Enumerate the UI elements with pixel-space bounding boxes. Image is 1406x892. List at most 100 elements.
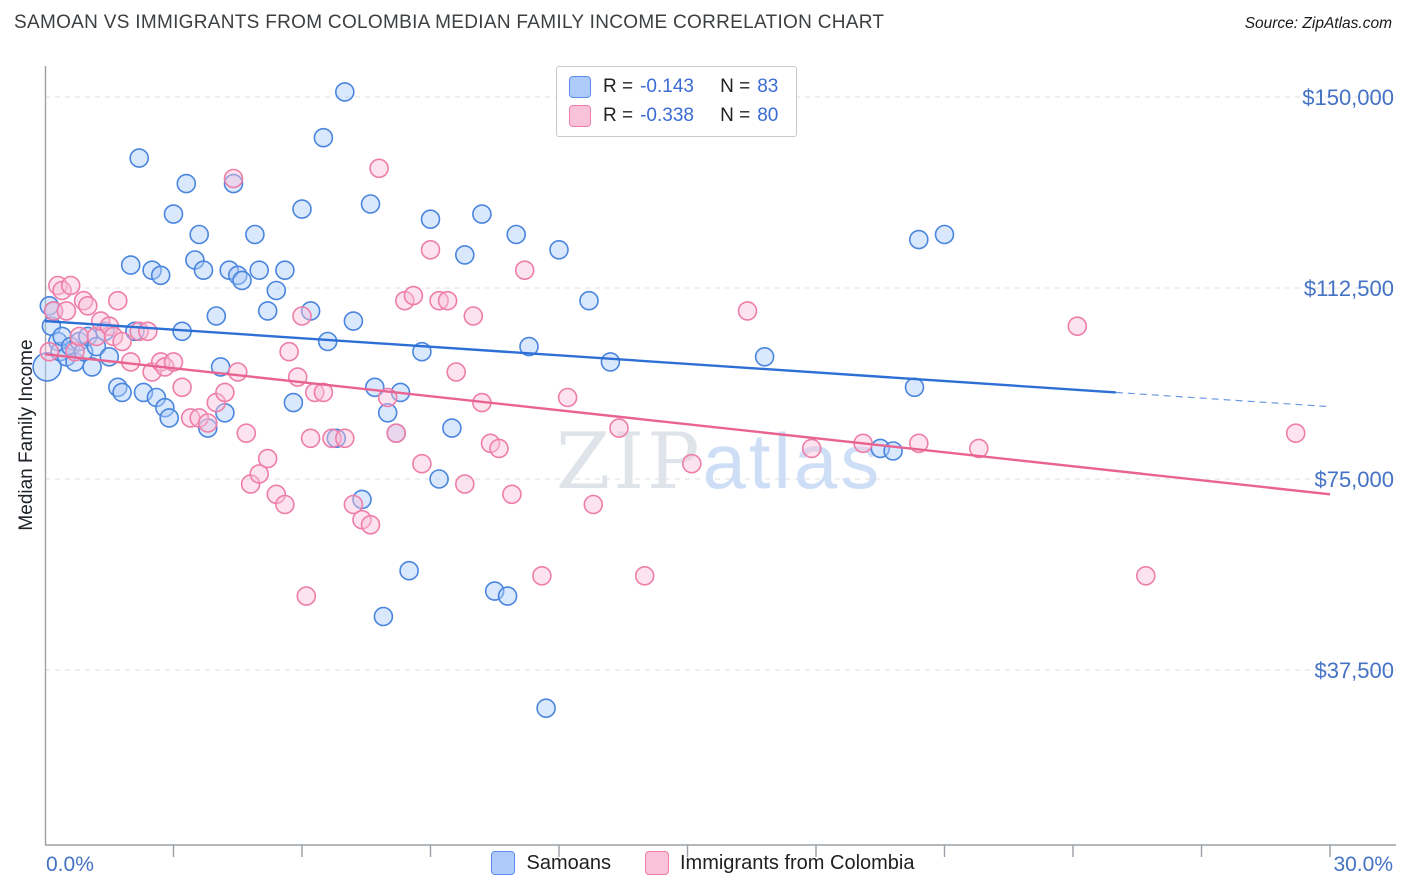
data-point xyxy=(163,352,184,372)
data-point xyxy=(82,357,102,377)
data-point xyxy=(249,464,270,484)
data-point xyxy=(1067,316,1088,337)
data-point xyxy=(536,698,556,719)
legend-item-colombia: Immigrants from Colombia xyxy=(644,851,915,875)
data-point xyxy=(266,280,287,301)
data-point xyxy=(223,173,244,194)
n-value-colombia: 80 xyxy=(757,105,779,126)
data-point xyxy=(223,168,244,189)
data-point xyxy=(56,301,77,321)
data-point xyxy=(163,204,184,224)
data-point xyxy=(159,408,179,428)
data-point xyxy=(489,438,509,459)
data-point xyxy=(245,224,265,245)
data-point xyxy=(257,301,278,321)
source-attribution: Source: ZipAtlas.com xyxy=(1244,15,1392,32)
data-point xyxy=(883,441,903,461)
data-point xyxy=(754,346,775,367)
data-point xyxy=(334,82,355,102)
data-point xyxy=(549,240,569,260)
data-point xyxy=(279,341,299,362)
data-point xyxy=(634,565,655,586)
data-point xyxy=(138,321,158,342)
data-point xyxy=(463,306,484,326)
series-colombia xyxy=(39,158,1306,606)
data-point xyxy=(228,362,248,382)
samoans-legend-label: Samoans xyxy=(526,851,611,874)
data-point xyxy=(86,326,107,347)
page-title: SAMOAN VS IMMIGRANTS FROM COLOMBIA MEDIA… xyxy=(14,12,885,33)
samoans-legend-swatch xyxy=(491,851,516,875)
data-point xyxy=(343,494,364,515)
data-point xyxy=(472,204,492,224)
data-point xyxy=(386,423,407,444)
trend-line xyxy=(44,353,1331,496)
data-point xyxy=(399,560,419,581)
data-point xyxy=(532,565,552,586)
data-point xyxy=(1136,565,1156,586)
correlation-stats-legend: R = -0.143 N = 83 R = -0.338 N = 80 xyxy=(556,66,798,137)
data-point xyxy=(579,290,599,311)
samoans-swatch xyxy=(569,76,591,98)
data-point xyxy=(420,240,441,260)
data-point xyxy=(313,127,334,148)
colombia-legend-label: Immigrants from Colombia xyxy=(679,851,915,874)
trend-line-extension xyxy=(1115,391,1331,408)
data-point xyxy=(412,453,432,474)
data-point xyxy=(583,494,604,515)
stats-row-colombia: R = -0.338 N = 80 xyxy=(569,105,778,127)
data-point xyxy=(172,377,192,398)
n-value-samoans: 83 xyxy=(757,76,779,97)
data-point xyxy=(343,311,364,331)
x-axis-min-label: 0.0% xyxy=(46,853,94,876)
data-point xyxy=(296,586,317,606)
data-point xyxy=(429,469,449,489)
data-point xyxy=(454,245,475,265)
data-point xyxy=(78,295,98,316)
data-point xyxy=(442,418,462,438)
data-point xyxy=(934,224,955,245)
r-label: R = xyxy=(603,105,634,126)
data-point xyxy=(189,224,209,245)
data-point xyxy=(300,428,321,449)
data-point xyxy=(681,453,702,474)
data-point xyxy=(377,402,398,423)
data-point xyxy=(437,290,458,311)
data-point xyxy=(908,229,929,250)
trend-line xyxy=(44,319,1116,394)
data-point xyxy=(737,301,758,321)
data-point xyxy=(112,331,132,352)
data-point xyxy=(60,275,81,296)
data-point xyxy=(557,387,578,408)
data-point xyxy=(176,173,197,194)
data-point xyxy=(257,448,278,469)
r-value-colombia: -0.338 xyxy=(640,105,694,126)
y-tick-label: $150,000 xyxy=(1302,85,1394,110)
colombia-legend-swatch xyxy=(644,851,669,875)
colombia-swatch xyxy=(569,105,591,127)
n-label: N = xyxy=(720,76,751,97)
y-tick-label: $112,500 xyxy=(1304,276,1394,301)
data-point xyxy=(1285,423,1306,444)
data-point xyxy=(232,270,252,291)
data-point xyxy=(86,336,107,357)
data-point xyxy=(497,586,518,606)
r-label: R = xyxy=(603,76,634,97)
data-point xyxy=(39,341,60,362)
data-point xyxy=(129,148,149,168)
n-label: N = xyxy=(720,105,751,126)
data-point xyxy=(609,418,629,438)
data-point xyxy=(283,392,304,413)
data-point xyxy=(275,260,295,281)
data-point xyxy=(519,336,539,357)
data-point xyxy=(120,255,141,275)
data-point xyxy=(801,438,822,459)
data-point xyxy=(108,290,128,311)
r-value-samoans: -0.143 xyxy=(640,76,694,97)
data-point xyxy=(69,326,90,347)
legend-item-samoans: Samoans xyxy=(491,851,611,875)
y-tick-label: $75,000 xyxy=(1314,467,1394,492)
y-tick-label: $37,500 xyxy=(1314,658,1394,683)
data-point xyxy=(514,260,535,281)
